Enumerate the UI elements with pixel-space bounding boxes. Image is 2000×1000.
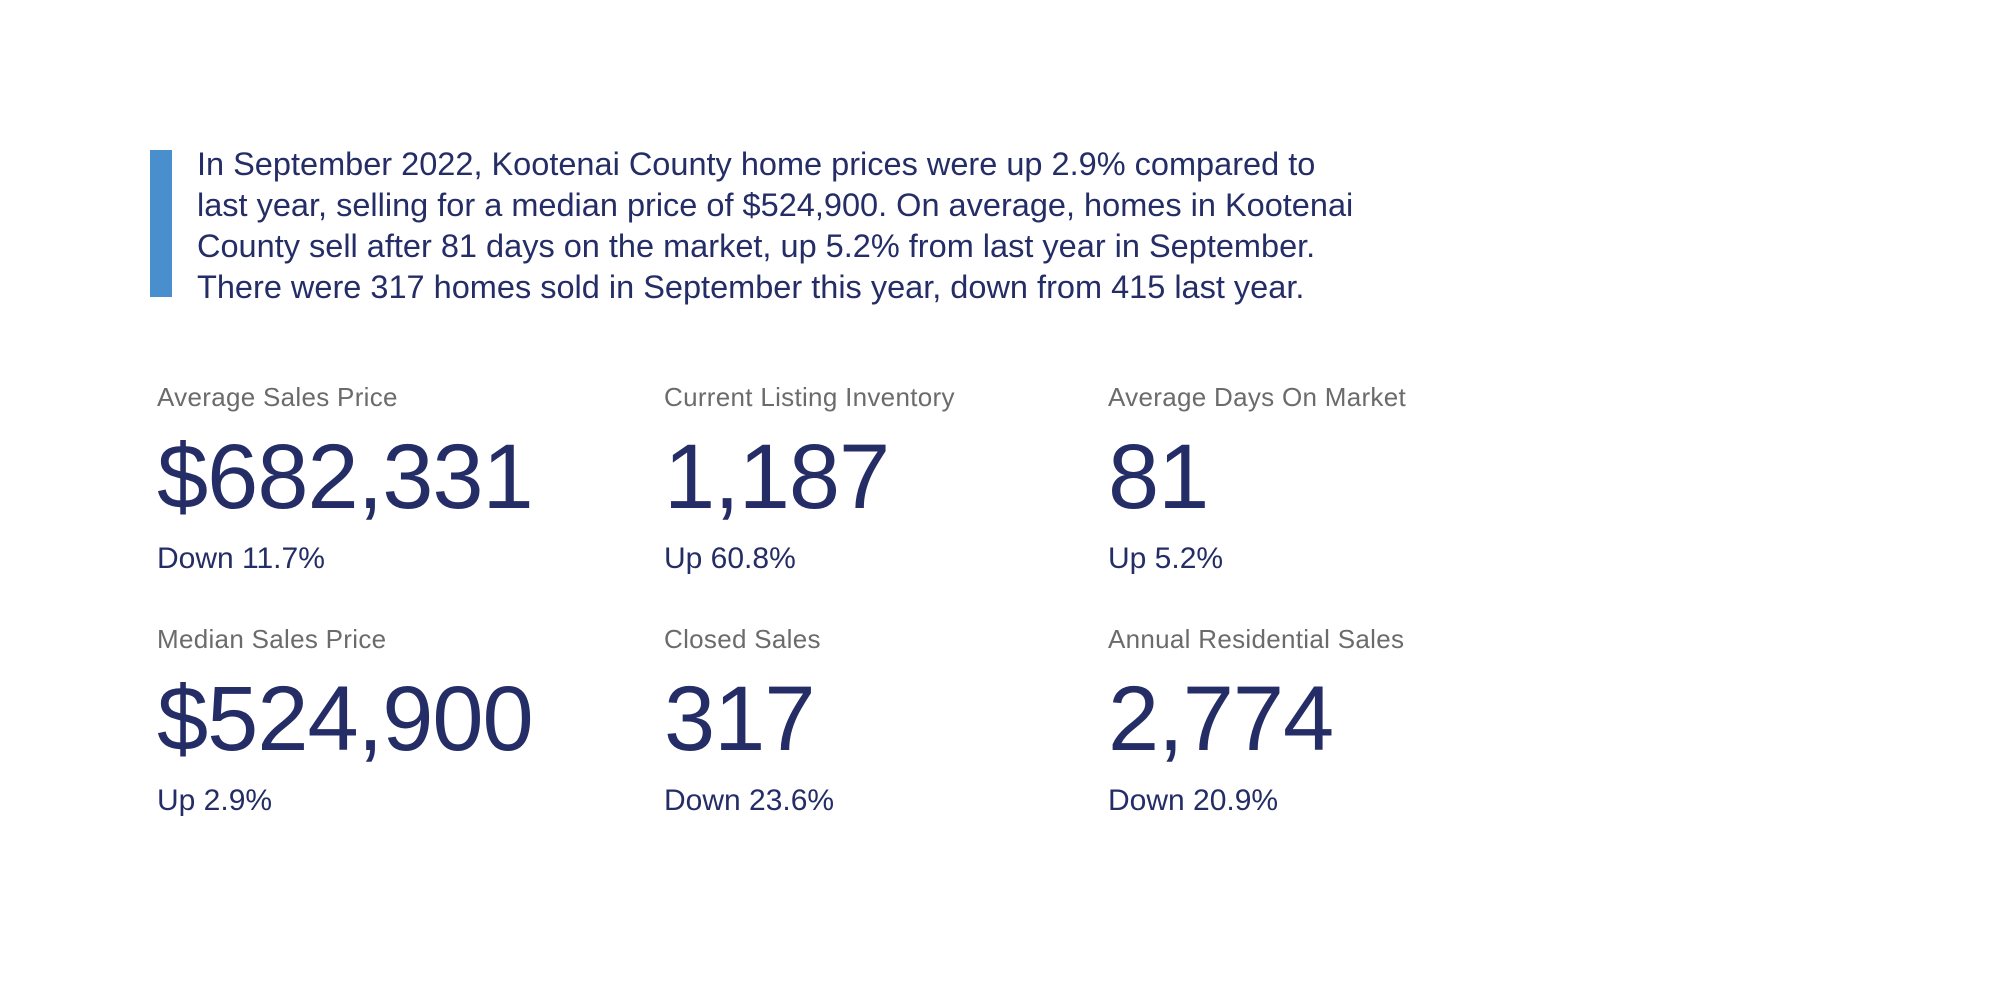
stat-value: 317 (664, 668, 816, 770)
stat-median-sales-price: Median Sales Price $524,900 Up 2.9% (157, 624, 534, 818)
quote-accent-bar (150, 150, 172, 297)
stat-label: Closed Sales (664, 624, 821, 654)
stat-value: 2,774 (1108, 668, 1334, 770)
stat-value: 1,187 (664, 426, 890, 528)
stat-label: Current Listing Inventory (664, 382, 955, 412)
stat-change: Down 20.9% (1108, 784, 1279, 817)
stat-label: Average Days On Market (1108, 382, 1407, 412)
stat-change: Down 23.6% (664, 784, 835, 817)
summary-line: last year, selling for a median price of… (197, 187, 1354, 223)
market-summary-paragraph: In September 2022, Kootenai County home … (197, 144, 1353, 308)
summary-line: In September 2022, Kootenai County home … (197, 146, 1316, 182)
stat-change: Up 60.8% (664, 542, 796, 575)
stat-change: Down 11.7% (157, 542, 325, 575)
stat-average-sales-price: Average Sales Price $682,331 Down 11.7% (157, 382, 534, 576)
stat-closed-sales: Closed Sales 317 Down 23.6% (664, 624, 834, 818)
stat-label: Average Sales Price (157, 382, 398, 412)
stat-average-days-on-market: Average Days On Market 81 Up 5.2% (1108, 382, 1406, 576)
stat-current-listing-inventory: Current Listing Inventory 1,187 Up 60.8% (664, 382, 955, 576)
summary-line: There were 317 homes sold in September t… (197, 269, 1305, 305)
stat-change: Up 2.9% (157, 784, 273, 817)
summary-line: County sell after 81 days on the market,… (197, 228, 1316, 264)
stat-annual-residential-sales: Annual Residential Sales 2,774 Down 20.9… (1108, 624, 1404, 818)
stat-label: Median Sales Price (157, 624, 387, 654)
stat-value: $524,900 (157, 668, 534, 770)
stat-change: Up 5.2% (1108, 542, 1224, 575)
stat-value: 81 (1108, 426, 1209, 528)
stat-label: Annual Residential Sales (1108, 624, 1405, 654)
stat-value: $682,331 (157, 426, 534, 528)
